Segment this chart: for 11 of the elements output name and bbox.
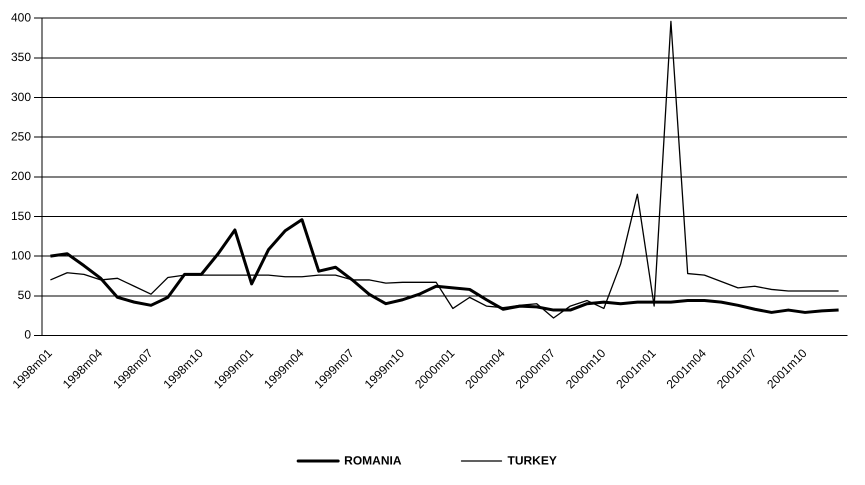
legend-label: TURKEY (507, 453, 557, 468)
legend-label: ROMANIA (344, 453, 402, 468)
y-tick-label: 150 (10, 208, 32, 223)
y-tick-label: 50 (18, 288, 32, 302)
y-tick-label: 250 (10, 129, 32, 144)
y-tick-label: 300 (10, 90, 32, 104)
y-tick-label: 350 (10, 50, 32, 64)
y-tick-label: 0 (24, 328, 32, 342)
y-tick-label: 200 (10, 169, 32, 184)
y-tick-label: 100 (10, 248, 32, 262)
y-tick-label: 400 (10, 10, 32, 25)
